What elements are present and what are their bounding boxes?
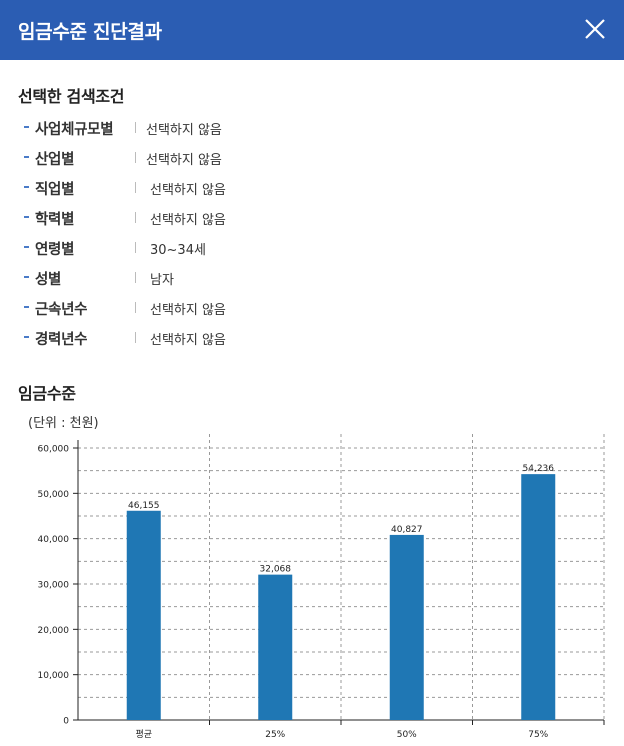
condition-value: 선택하지 않음	[150, 303, 226, 318]
condition-label: 경력년수	[35, 332, 88, 348]
bullet-icon	[24, 216, 29, 218]
condition-value: 30~34세	[150, 243, 206, 258]
x-tick-label: 평균	[135, 729, 152, 740]
data-label: 32,068	[260, 565, 292, 575]
y-tick-label: 40,000	[38, 535, 70, 545]
wage-title: 임금수준	[18, 384, 76, 403]
x-tick-label: 75%	[528, 730, 548, 740]
y-tick-label: 30,000	[38, 581, 70, 591]
separator	[135, 332, 136, 343]
condition-label: 학력별	[35, 212, 75, 228]
bullet-icon	[24, 126, 29, 128]
condition-label: 연령별	[35, 242, 75, 258]
bar	[126, 510, 161, 720]
condition-row-gender: 성별 남자	[24, 268, 584, 298]
y-tick-label: 20,000	[38, 626, 70, 636]
condition-row-occupation: 직업별 선택하지 않음	[24, 178, 584, 208]
y-tick-label: 0	[63, 717, 69, 727]
separator	[135, 152, 136, 163]
condition-value: 선택하지 않음	[150, 333, 226, 348]
x-tick-label: 50%	[397, 730, 417, 740]
condition-row-education: 학력별 선택하지 않음	[24, 208, 584, 238]
dialog-header: 임금수준 진단결과	[0, 0, 624, 60]
condition-value: 선택하지 않음	[146, 123, 222, 138]
bullet-icon	[24, 276, 29, 278]
condition-row-company-size: 사업체규모별 선택하지 않음	[24, 118, 584, 148]
condition-label: 근속년수	[35, 302, 88, 318]
condition-value: 선택하지 않음	[146, 153, 222, 168]
dialog-title: 임금수준 진단결과	[18, 21, 162, 43]
condition-label: 사업체규모별	[35, 122, 114, 138]
close-icon[interactable]	[580, 14, 610, 44]
separator	[135, 122, 136, 133]
y-tick-label: 60,000	[38, 445, 70, 455]
data-label: 46,155	[128, 501, 160, 511]
unit-label: (단위 : 천원)	[28, 416, 99, 431]
separator	[135, 272, 136, 283]
data-label: 40,827	[391, 525, 423, 535]
x-tick-label: 25%	[265, 730, 285, 740]
bar	[389, 534, 424, 720]
bullet-icon	[24, 246, 29, 248]
separator	[135, 182, 136, 193]
condition-row-industry: 산업별 선택하지 않음	[24, 148, 584, 178]
condition-label: 산업별	[35, 152, 75, 168]
conditions-list: 사업체규모별 선택하지 않음 산업별 선택하지 않음 직업별 선택하지 않음 학…	[24, 118, 584, 358]
bar	[521, 474, 556, 720]
condition-value: 남자	[150, 273, 174, 288]
wage-bar-chart: 0 10,000 20,000 30,000 40,000 50,000 60,000 46,…	[38, 434, 605, 740]
bullet-icon	[24, 186, 29, 188]
separator	[135, 242, 136, 253]
data-label: 54,236	[523, 464, 555, 474]
condition-value: 선택하지 않음	[150, 213, 226, 228]
condition-label: 성별	[35, 272, 62, 288]
bar	[258, 574, 293, 720]
condition-row-career: 경력년수 선택하지 않음	[24, 328, 584, 358]
condition-label: 직업별	[35, 182, 75, 198]
bullet-icon	[24, 306, 29, 308]
y-tick-label: 10,000	[38, 671, 70, 681]
separator	[135, 212, 136, 223]
y-tick-label: 50,000	[38, 490, 70, 500]
bullet-icon	[24, 336, 29, 338]
separator	[135, 302, 136, 313]
conditions-title: 선택한 검색조건	[18, 87, 125, 106]
condition-value: 선택하지 않음	[150, 183, 226, 198]
bullet-icon	[24, 156, 29, 158]
condition-row-age: 연령별 30~34세	[24, 238, 584, 268]
condition-row-tenure: 근속년수 선택하지 않음	[24, 298, 584, 328]
